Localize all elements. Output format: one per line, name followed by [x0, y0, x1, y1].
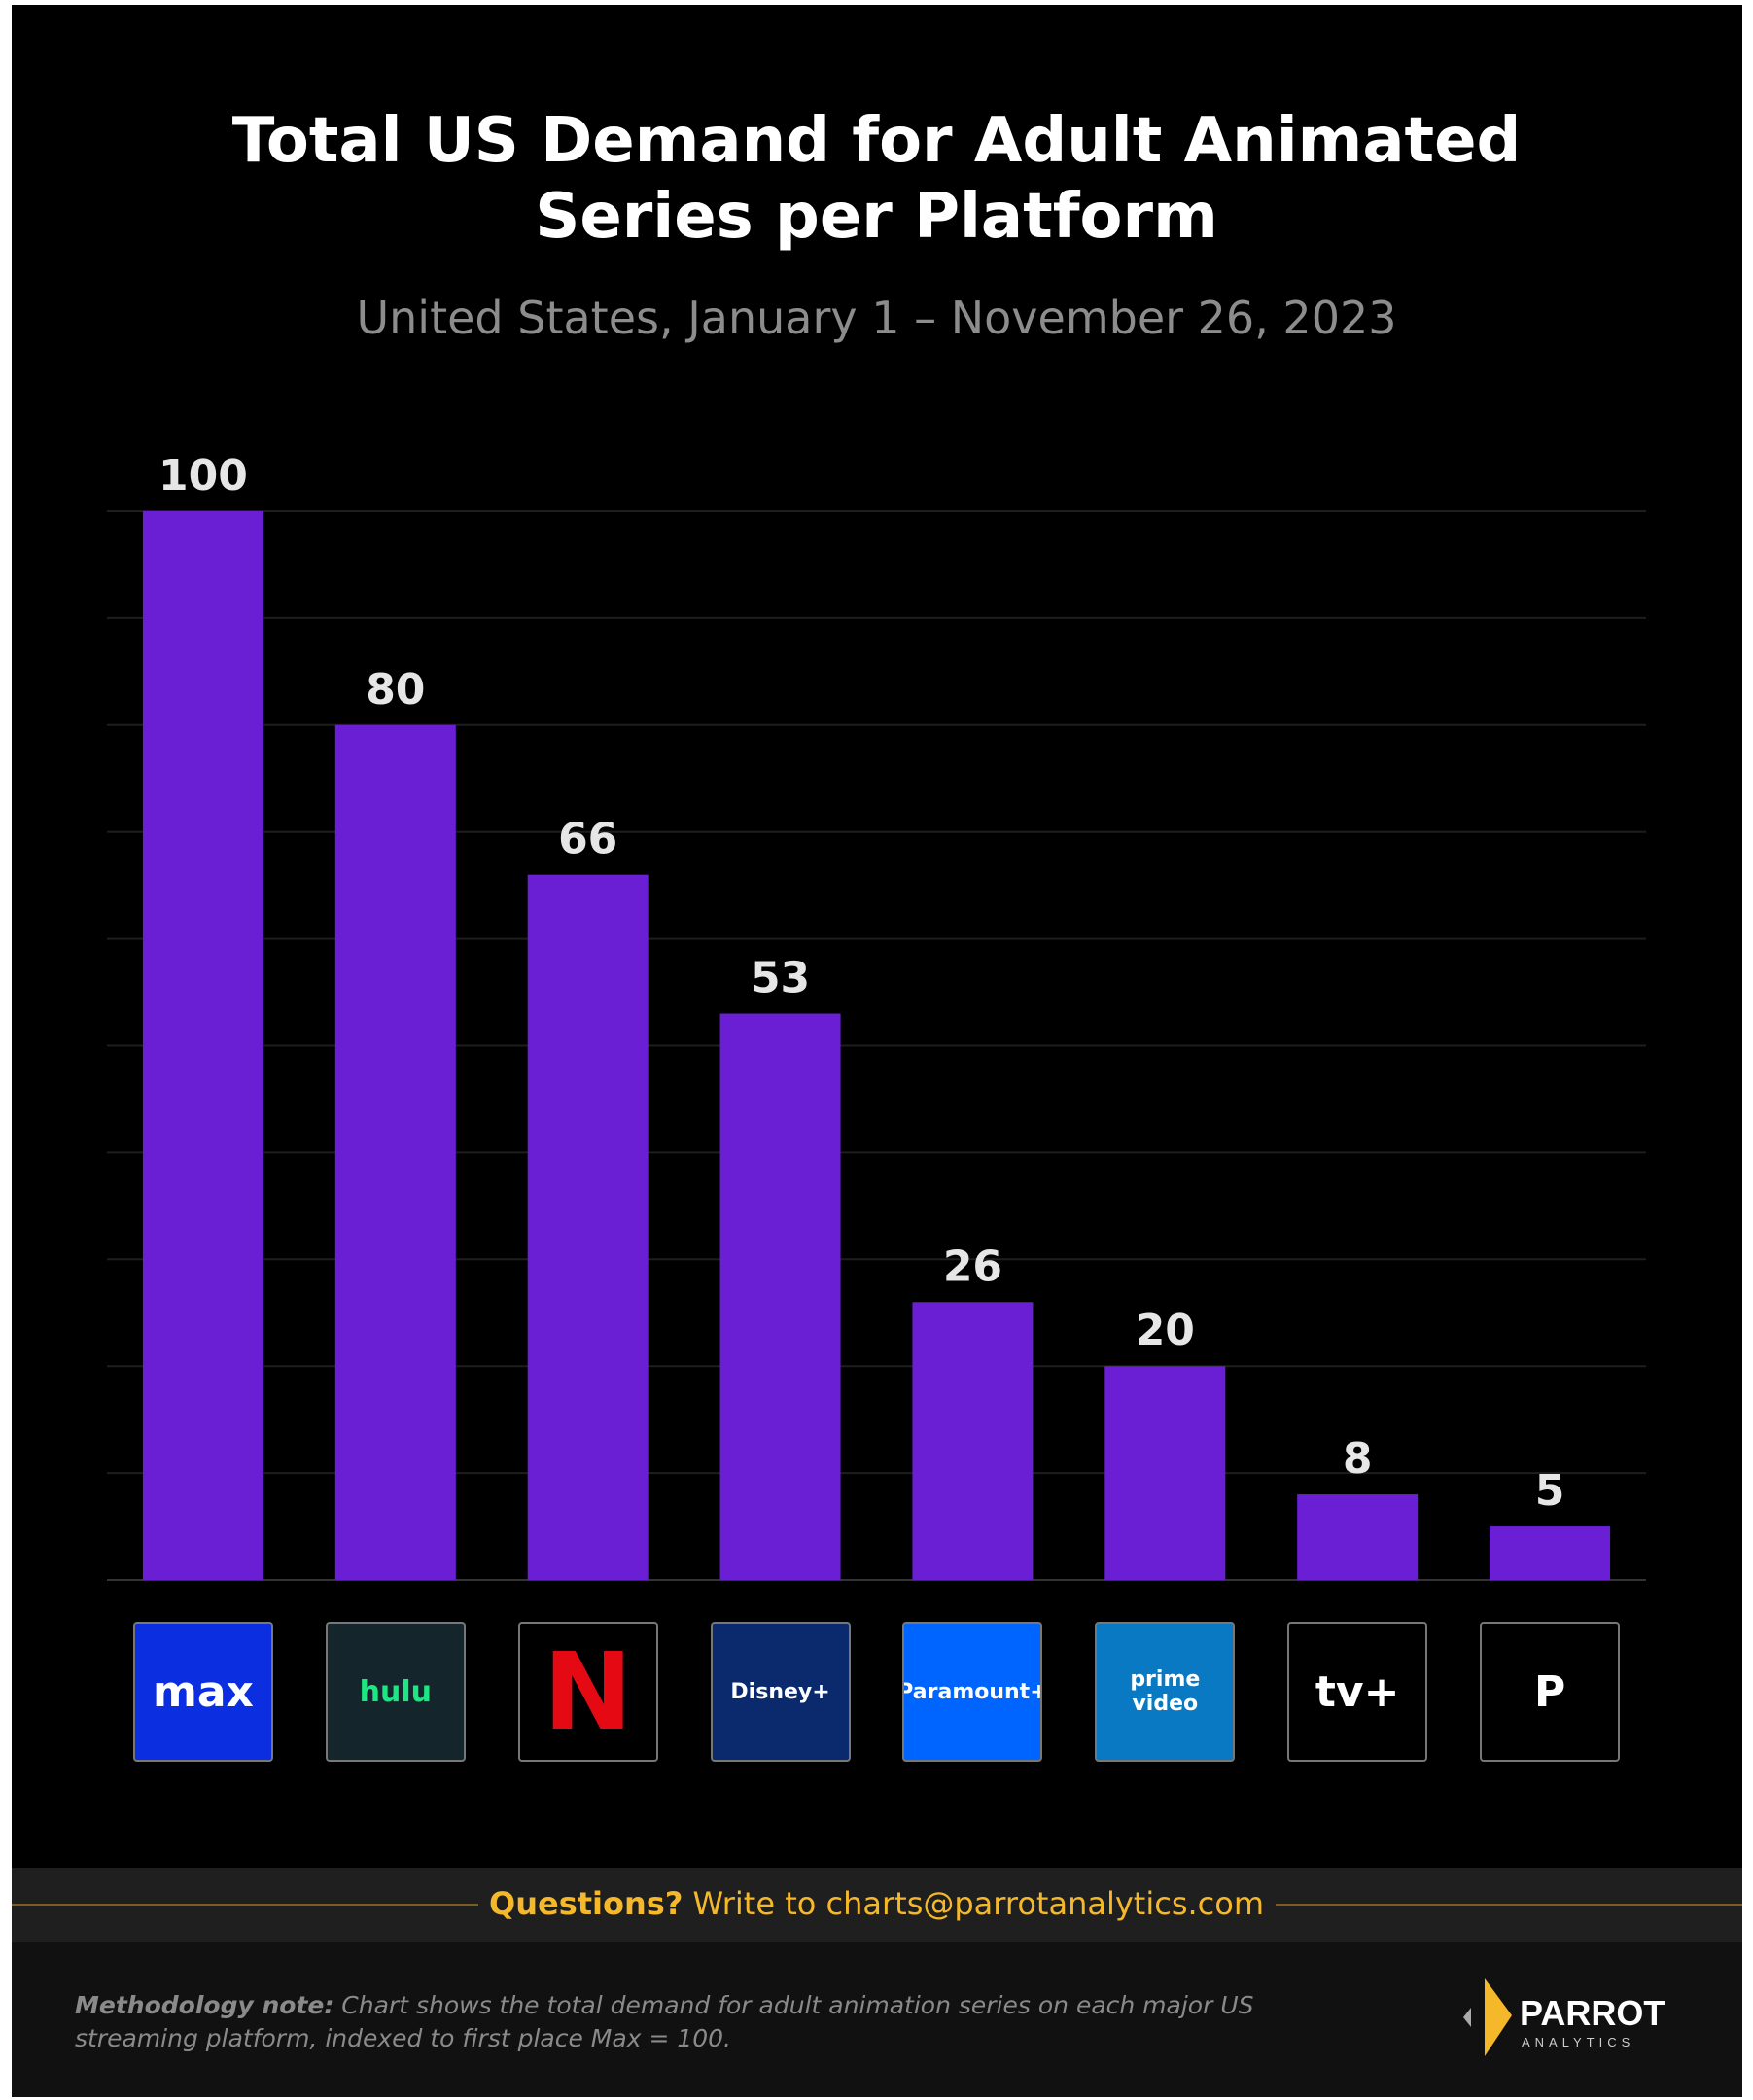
- data-label: 5: [1535, 1466, 1565, 1516]
- logo-hulu: hulu: [325, 1622, 466, 1762]
- bar-apple-tv-: [1297, 1494, 1419, 1580]
- logo-paramount-: Paramount+: [902, 1622, 1043, 1762]
- bar-chart: 100 80 66 53 26 20 8 5: [107, 451, 1646, 1581]
- data-label: 53: [751, 954, 810, 1003]
- data-label: 100: [158, 451, 248, 501]
- bar-prime-video: [1104, 1366, 1226, 1580]
- logo-disney-: Disney+: [710, 1622, 851, 1762]
- svg-text:PARROT: PARROT: [1520, 1993, 1665, 2033]
- logo-max: max: [132, 1622, 273, 1762]
- data-label: 20: [1136, 1306, 1195, 1355]
- svg-text:ANALYTICS: ANALYTICS: [1522, 2035, 1634, 2049]
- logo-netflix: N: [517, 1622, 658, 1762]
- chart-subtitle: United States, January 1 – November 26, …: [356, 292, 1397, 344]
- bar-disney-: [719, 1013, 841, 1580]
- contact-line: Questions? Write to charts@parrotanalyti…: [489, 1885, 1264, 1922]
- footer-bottom: [12, 1942, 1742, 2097]
- contact-email[interactable]: Write to charts@parrotanalytics.com: [683, 1885, 1264, 1922]
- bar-paramount-: [912, 1302, 1034, 1580]
- logo-peacock: P: [1480, 1622, 1621, 1762]
- data-label: 8: [1343, 1434, 1373, 1484]
- parrot-analytics-logo: PARROT ANALYTICS: [1463, 1978, 1665, 2056]
- bar-hulu: [334, 724, 456, 1580]
- chart-title: Total US Demand for Adult Animated Series…: [231, 105, 1522, 253]
- logo-apple-tv-: tv+: [1287, 1622, 1428, 1762]
- bar-peacock: [1490, 1526, 1611, 1580]
- bar-netflix: [527, 874, 649, 1580]
- divider-left: [12, 1904, 478, 1906]
- data-label: 26: [943, 1242, 1002, 1291]
- bar-max: [142, 511, 263, 1580]
- logo-prime-video: prime video: [1095, 1622, 1236, 1762]
- data-label: 80: [366, 665, 425, 715]
- data-label: 66: [558, 815, 617, 864]
- methodology-note: Methodology note: Chart shows the total …: [75, 1991, 1254, 2052]
- divider-right: [1276, 1904, 1742, 1906]
- chart-panel: [12, 5, 1742, 2097]
